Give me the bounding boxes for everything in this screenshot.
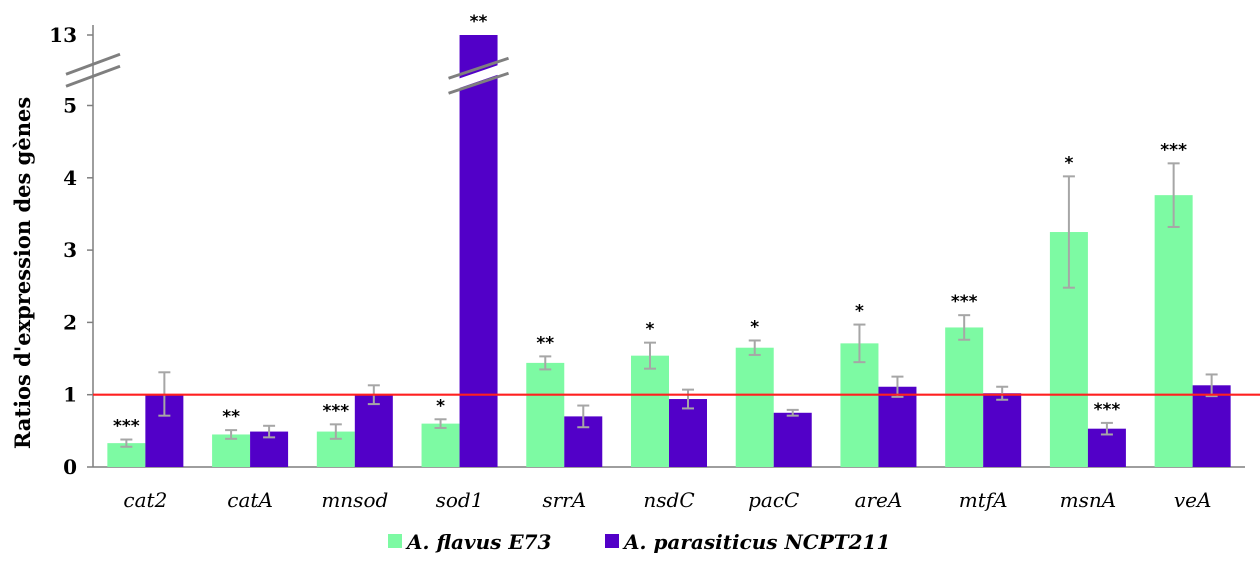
y-tick-label: 0 bbox=[63, 455, 77, 479]
axis-break-gap bbox=[449, 61, 511, 91]
bar-areA-series-2 bbox=[878, 386, 917, 467]
x-tick-labels: cat2 catA mnsod sod1 srrA nsdC pacC areA mtfA msn… bbox=[123, 488, 1211, 512]
significance-marker: *** bbox=[951, 292, 978, 312]
y-tick-label: 13 bbox=[49, 23, 77, 47]
legend-label-series-1: A. flavus E73 bbox=[405, 530, 551, 554]
error-bars bbox=[120, 162, 1218, 448]
axis-break-marks bbox=[65, 52, 511, 95]
axis-break-mark bbox=[448, 71, 510, 95]
axis-break-mark bbox=[448, 56, 510, 80]
y-tick-label: 4 bbox=[63, 166, 77, 190]
significance-marker: * bbox=[855, 302, 864, 322]
bar-mnsod-series-2 bbox=[354, 394, 393, 467]
bar-cat2-series-1 bbox=[107, 443, 146, 467]
significance-markers: *** ** *** ****** ** ********** bbox=[113, 12, 1187, 437]
bar-mtfA-series-1 bbox=[945, 327, 984, 467]
y-tick-label: 3 bbox=[63, 238, 77, 262]
significance-marker: *** bbox=[113, 417, 140, 437]
bar-pacC-series-1 bbox=[735, 347, 774, 467]
bar-mtfA-series-2 bbox=[983, 393, 1022, 467]
bars bbox=[107, 35, 1231, 468]
legend-label-series-2: A. parasiticus NCPT211 bbox=[622, 530, 890, 554]
bar-sod1-series-1 bbox=[421, 423, 460, 467]
x-tick-label: areA bbox=[855, 488, 903, 512]
axis-break-mark bbox=[65, 52, 121, 76]
significance-marker: * bbox=[1064, 153, 1073, 173]
bar-nsdC-series-2 bbox=[669, 399, 707, 467]
significance-marker: * bbox=[436, 396, 445, 416]
significance-marker: *** bbox=[322, 401, 349, 421]
x-tick-label: srrA bbox=[542, 488, 586, 512]
bar-pacC-series-2 bbox=[773, 412, 812, 467]
x-tick-label: sod1 bbox=[436, 488, 484, 512]
axis-break-mark bbox=[65, 64, 121, 88]
legend-swatch-series-1 bbox=[388, 534, 402, 548]
y-tick-label: 5 bbox=[63, 94, 77, 118]
significance-marker: ** bbox=[222, 407, 240, 427]
x-tick-label: pacC bbox=[748, 488, 799, 512]
significance-marker: ** bbox=[536, 333, 554, 353]
significance-marker: *** bbox=[1094, 400, 1121, 420]
x-tick-label: mnsod bbox=[321, 488, 388, 512]
x-tick-label: cat2 bbox=[123, 488, 167, 512]
bar-areA-series-1 bbox=[840, 343, 879, 467]
significance-marker: * bbox=[750, 317, 759, 337]
significance-marker: ** bbox=[470, 12, 488, 32]
legend: A. flavus E73 A. parasiticus NCPT211 bbox=[388, 530, 890, 554]
bar-sod1-series-2 bbox=[459, 35, 498, 467]
bar-veA-series-2 bbox=[1192, 385, 1231, 467]
y-axis-label: Ratios d'expression des gènes bbox=[10, 97, 35, 449]
bar-srrA-series-1 bbox=[526, 362, 565, 467]
y-tick-label: 1 bbox=[63, 383, 77, 407]
legend-swatch-series-2 bbox=[605, 534, 619, 548]
bar-nsdC-series-1 bbox=[631, 355, 669, 467]
x-tick-label: mtfA bbox=[959, 488, 1008, 512]
bar-catA-series-1 bbox=[212, 434, 251, 467]
x-tick-label: veA bbox=[1174, 488, 1212, 512]
significance-marker: *** bbox=[1160, 140, 1187, 160]
x-tick-label: nsdC bbox=[643, 488, 694, 512]
x-tick-label: catA bbox=[227, 488, 273, 512]
bar-veA-series-1 bbox=[1154, 195, 1193, 468]
significance-marker: * bbox=[646, 320, 655, 340]
y-tick-label: 2 bbox=[63, 310, 77, 334]
x-tick-label: msnA bbox=[1060, 488, 1117, 512]
y-tick-labels: 0 1 2 3 4 5 13 bbox=[49, 23, 93, 479]
